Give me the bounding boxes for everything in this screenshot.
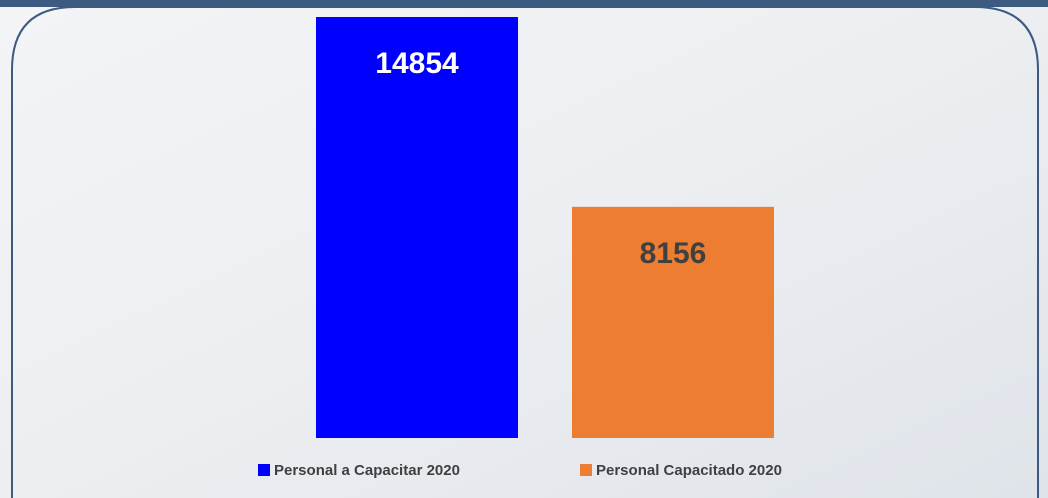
legend-label: Personal Capacitado 2020: [596, 462, 782, 479]
background: [0, 0, 1048, 498]
data-label: 14854: [375, 47, 459, 80]
legend-swatch: [580, 464, 592, 476]
top-strip: [0, 0, 1048, 7]
data-label: 8156: [640, 237, 707, 270]
legend-label: Personal a Capacitar 2020: [274, 462, 460, 479]
bar: [316, 17, 518, 438]
legend-swatch: [258, 464, 270, 476]
chart: 14854 Personal a Capacitar 2020 8156 Person…: [0, 0, 1048, 498]
page: {"chart_data": {"type": "bar", "series":…: [0, 0, 1048, 498]
